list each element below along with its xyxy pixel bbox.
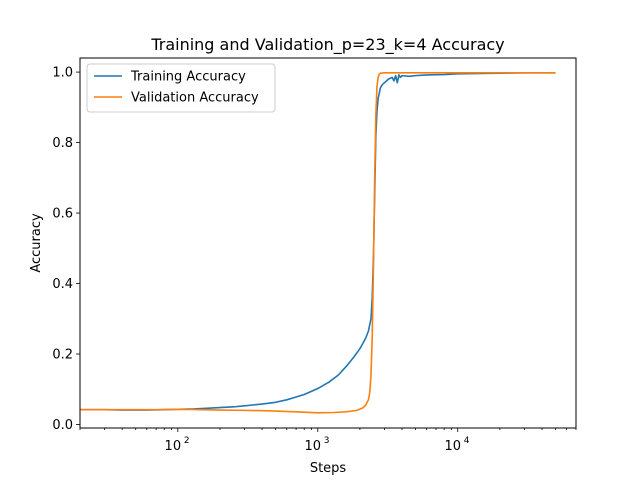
legend-label-0: Training Accuracy (130, 70, 246, 85)
plot-frame (79, 57, 577, 429)
legend-box (86, 63, 276, 113)
legend: Training Accuracy Validation Accuracy (86, 63, 276, 113)
series-line-0 (80, 72, 556, 411)
x-tick-exponent-2: 4 (464, 436, 470, 446)
x-tick-exponent-0: 2 (184, 436, 190, 446)
y-axis: 0.0 0.2 0.4 0.6 0.8 1.0 (52, 66, 80, 433)
plot-area (80, 72, 556, 414)
x-tick-label-1: 10 (305, 439, 322, 454)
y-tick-label-1: 0.2 (52, 348, 73, 363)
series-line-1 (80, 72, 556, 414)
y-axis-label: Accuracy (29, 213, 44, 273)
y-tick-label-3: 0.6 (52, 207, 73, 222)
x-tick-label-0: 10 (165, 439, 182, 454)
chart-title: Training and Validation_p=23_k=4 Accurac… (150, 35, 504, 55)
legend-label-1: Validation Accuracy (131, 91, 259, 106)
x-tick-label-2: 10 (444, 439, 461, 454)
y-tick-label-2: 0.4 (52, 277, 73, 292)
x-axis-label: Steps (310, 461, 347, 476)
x-axis: 10 2 10 3 10 4 (79, 428, 577, 454)
y-tick-label-0: 0.0 (52, 418, 73, 433)
x-tick-exponent-1: 3 (324, 436, 330, 446)
y-tick-label-5: 1.0 (52, 66, 73, 81)
y-tick-label-4: 0.8 (52, 136, 73, 151)
